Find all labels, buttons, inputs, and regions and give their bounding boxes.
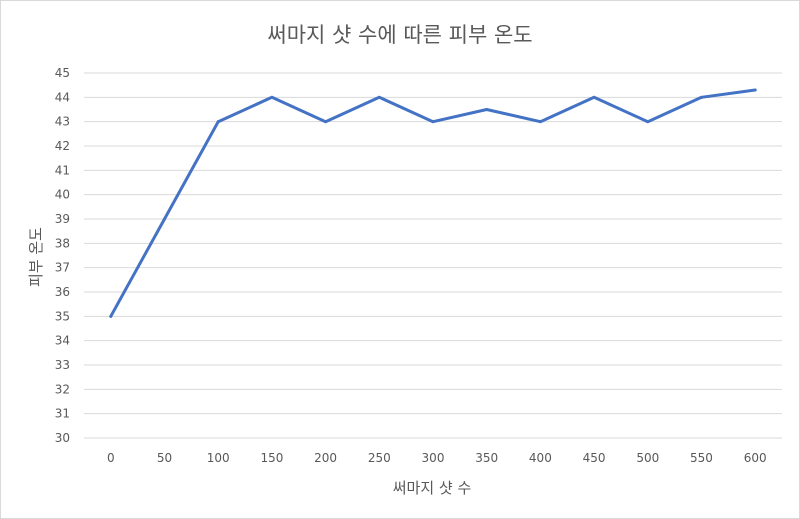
data-point (646, 120, 650, 124)
y-tick-label: 38 (55, 236, 70, 250)
x-tick-label: 350 (475, 451, 498, 465)
data-point (324, 120, 328, 124)
y-tick-label: 44 (55, 90, 70, 104)
y-tick-label: 34 (55, 334, 70, 348)
y-tick-label: 35 (55, 309, 70, 323)
y-tick-label: 31 (55, 407, 70, 421)
y-tick-label: 30 (55, 431, 70, 445)
y-tick-label: 42 (55, 139, 70, 153)
y-tick-label: 33 (55, 358, 70, 372)
y-tick-label: 39 (55, 212, 70, 226)
x-tick-label: 300 (422, 451, 445, 465)
y-tick-label: 36 (55, 285, 70, 299)
y-tick-label: 32 (55, 382, 70, 396)
series-group (109, 88, 757, 318)
x-tick-label: 100 (207, 451, 230, 465)
x-tick-label: 500 (636, 451, 659, 465)
y-tick-label: 45 (55, 66, 70, 80)
data-point (592, 95, 596, 99)
data-point (216, 120, 220, 124)
y-axis-label: 피부 온도 (27, 227, 45, 287)
data-point (538, 120, 542, 124)
data-point (485, 108, 489, 111)
data-point (431, 120, 435, 124)
x-tick-label: 600 (744, 451, 767, 465)
y-tick-labels: 30 31 32 33 34 35 36 37 38 39 40 41 42 43 44 45 (55, 66, 70, 445)
x-tick-label: 200 (314, 451, 337, 465)
data-point (109, 314, 113, 318)
x-tick-label: 50 (157, 451, 172, 465)
x-tick-label: 550 (690, 451, 713, 465)
gridlines (84, 72, 782, 439)
data-point (699, 95, 703, 99)
data-point (163, 217, 167, 221)
y-tick-label: 40 (55, 188, 70, 202)
x-tick-label: 450 (583, 451, 606, 465)
y-tick-label: 37 (55, 261, 70, 275)
x-tick-label: 0 (107, 451, 115, 465)
data-point (753, 88, 757, 92)
series-line-0 (109, 88, 757, 318)
x-tick-labels: 0 50 100 150 200 250 300 350 400 450 500 550 600 (107, 451, 767, 465)
chart-title: 써마지 샷 수에 따른 피부 온도 (267, 23, 533, 47)
x-tick-label: 250 (368, 451, 391, 465)
data-point (377, 95, 381, 99)
x-tick-label: 150 (260, 451, 283, 465)
data-point (270, 95, 274, 99)
y-tick-label: 41 (55, 163, 70, 177)
x-axis-label: 써마지 샷 수 (393, 479, 472, 497)
y-tick-label: 43 (55, 115, 70, 129)
x-tick-label: 400 (529, 451, 552, 465)
